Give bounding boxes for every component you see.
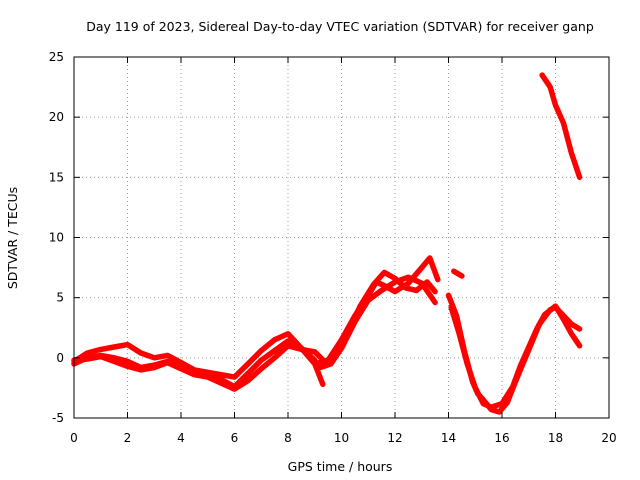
x-tick-label: 4 (177, 431, 185, 445)
y-tick-label: 25 (49, 50, 64, 64)
y-tick-label: 10 (49, 231, 64, 245)
y-tick-label: 0 (56, 351, 64, 365)
grid-lines (74, 57, 609, 418)
x-tick-label: 2 (124, 431, 132, 445)
y-tick-label: 5 (56, 291, 64, 305)
series-line (539, 72, 583, 181)
axis-ticks (73, 56, 610, 419)
series-line (312, 255, 441, 367)
series-line (322, 269, 438, 365)
y-tick-label: 15 (49, 170, 64, 184)
x-tick-label: 20 (601, 431, 616, 445)
x-tick-label: 14 (441, 431, 456, 445)
series-line (71, 343, 329, 392)
series-line (71, 338, 318, 390)
x-tick-labels: 0 2 4 6 8 10 12 14 16 18 20 (70, 431, 616, 445)
x-axis-label: GPS time / hours (288, 459, 393, 474)
y-tick-labels: -5 0 5 10 15 20 25 (49, 50, 64, 425)
y-tick-label: -5 (52, 411, 64, 425)
x-tick-label: 6 (231, 431, 239, 445)
series-line (451, 268, 465, 279)
series-line (448, 303, 583, 410)
y-tick-label: 20 (49, 110, 64, 124)
x-tick-label: 10 (334, 431, 349, 445)
data-series-group (71, 72, 583, 415)
x-tick-label: 16 (494, 431, 509, 445)
x-tick-label: 0 (70, 431, 78, 445)
x-tick-label: 8 (284, 431, 292, 445)
chart-title: Day 119 of 2023, Sidereal Day-to-day VTE… (86, 19, 594, 34)
x-tick-label: 12 (387, 431, 402, 445)
x-tick-label: 18 (548, 431, 563, 445)
y-axis-label: SDTVAR / TECUs (5, 187, 20, 289)
